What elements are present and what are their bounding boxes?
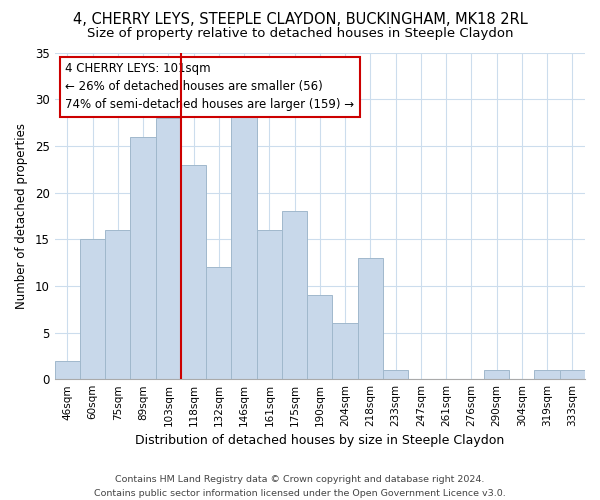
Bar <box>206 267 232 379</box>
Text: Contains HM Land Registry data © Crown copyright and database right 2024.
Contai: Contains HM Land Registry data © Crown c… <box>94 476 506 498</box>
Bar <box>155 118 181 379</box>
Bar <box>80 239 105 379</box>
Text: Size of property relative to detached houses in Steeple Claydon: Size of property relative to detached ho… <box>87 28 513 40</box>
Bar <box>484 370 509 379</box>
Bar <box>130 136 155 379</box>
Bar <box>560 370 585 379</box>
Bar <box>307 295 332 379</box>
Bar <box>55 360 80 379</box>
X-axis label: Distribution of detached houses by size in Steeple Claydon: Distribution of detached houses by size … <box>135 434 505 448</box>
Bar <box>332 323 358 379</box>
Bar <box>383 370 408 379</box>
Bar <box>181 164 206 379</box>
Y-axis label: Number of detached properties: Number of detached properties <box>15 123 28 309</box>
Bar <box>257 230 282 379</box>
Bar <box>232 108 257 379</box>
Bar <box>105 230 130 379</box>
Bar <box>358 258 383 379</box>
Text: 4 CHERRY LEYS: 101sqm
← 26% of detached houses are smaller (56)
74% of semi-deta: 4 CHERRY LEYS: 101sqm ← 26% of detached … <box>65 62 355 112</box>
Bar <box>535 370 560 379</box>
Bar <box>282 211 307 379</box>
Text: 4, CHERRY LEYS, STEEPLE CLAYDON, BUCKINGHAM, MK18 2RL: 4, CHERRY LEYS, STEEPLE CLAYDON, BUCKING… <box>73 12 527 28</box>
